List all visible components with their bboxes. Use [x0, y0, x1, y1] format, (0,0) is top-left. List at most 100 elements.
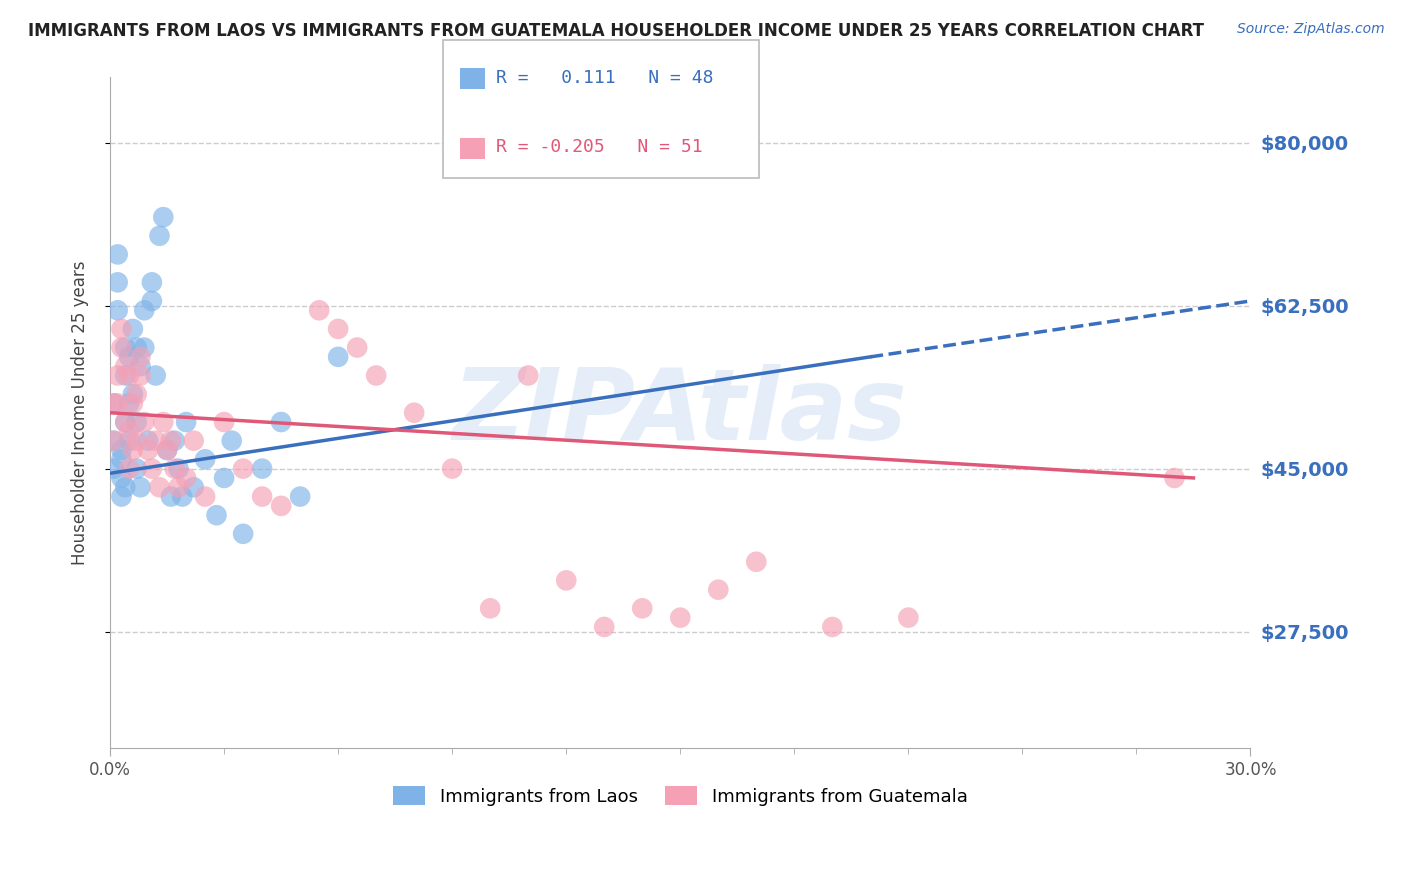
Point [118, 350, 141, 364]
Point [129, 480, 152, 494]
Point [212, 415, 235, 429]
Point [118, 461, 141, 475]
Point [118, 368, 141, 383]
Point [194, 452, 217, 467]
Point [136, 434, 159, 448]
Point [141, 276, 163, 290]
Point [125, 434, 148, 448]
Point [163, 461, 186, 475]
Point [125, 341, 148, 355]
Text: Source: ZipAtlas.com: Source: ZipAtlas.com [1237, 22, 1385, 37]
Point [366, 368, 388, 383]
Point [125, 387, 148, 401]
Point [308, 303, 330, 318]
Point [404, 406, 426, 420]
Point [118, 396, 141, 410]
Point [118, 425, 141, 439]
Point [122, 396, 145, 410]
Point [441, 461, 464, 475]
Point [328, 350, 350, 364]
Y-axis label: Householder Income Under 25 years: Householder Income Under 25 years [72, 260, 89, 565]
Point [107, 247, 129, 261]
Legend: Immigrants from Laos, Immigrants from Guatemala: Immigrants from Laos, Immigrants from Gu… [385, 779, 974, 813]
Point [114, 368, 136, 383]
Point [593, 620, 616, 634]
Point [103, 461, 125, 475]
Point [897, 610, 920, 624]
Point [136, 442, 159, 457]
Point [174, 471, 197, 485]
Point [122, 442, 145, 457]
Point [517, 368, 540, 383]
Point [134, 415, 156, 429]
Point [555, 574, 578, 588]
Point [152, 415, 174, 429]
Text: R = -0.205   N = 51: R = -0.205 N = 51 [496, 138, 703, 156]
Point [745, 555, 768, 569]
Point [270, 499, 292, 513]
Point [631, 601, 654, 615]
Point [167, 461, 190, 475]
Point [232, 461, 254, 475]
Point [141, 461, 163, 475]
Point [707, 582, 730, 597]
Point [114, 359, 136, 374]
Point [221, 434, 243, 448]
Point [141, 293, 163, 308]
Point [250, 490, 273, 504]
Point [110, 490, 132, 504]
Point [152, 210, 174, 224]
Point [103, 396, 125, 410]
Point [194, 490, 217, 504]
Point [134, 303, 156, 318]
Point [821, 620, 844, 634]
Point [148, 480, 170, 494]
Point [669, 610, 692, 624]
Point [232, 526, 254, 541]
Text: ZIPAtlas: ZIPAtlas [453, 364, 908, 461]
Point [103, 396, 125, 410]
Point [174, 415, 197, 429]
Point [145, 368, 167, 383]
Point [205, 508, 228, 523]
Point [114, 415, 136, 429]
Point [107, 276, 129, 290]
Point [107, 396, 129, 410]
Point [346, 341, 368, 355]
Point [107, 303, 129, 318]
Point [328, 322, 350, 336]
Point [172, 490, 194, 504]
Point [114, 480, 136, 494]
Point [129, 359, 152, 374]
Text: IMMIGRANTS FROM LAOS VS IMMIGRANTS FROM GUATEMALA HOUSEHOLDER INCOME UNDER 25 YE: IMMIGRANTS FROM LAOS VS IMMIGRANTS FROM … [28, 22, 1204, 40]
Point [134, 341, 156, 355]
Point [122, 322, 145, 336]
Point [103, 434, 125, 448]
Point [118, 434, 141, 448]
Point [103, 434, 125, 448]
Point [125, 461, 148, 475]
Point [114, 341, 136, 355]
Point [160, 490, 183, 504]
Point [250, 461, 273, 475]
Point [270, 415, 292, 429]
Point [163, 434, 186, 448]
Point [479, 601, 502, 615]
Point [156, 442, 179, 457]
Point [183, 480, 205, 494]
Point [129, 350, 152, 364]
Point [156, 442, 179, 457]
Point [167, 480, 190, 494]
Point [160, 434, 183, 448]
Point [145, 434, 167, 448]
Point [288, 490, 311, 504]
Point [148, 228, 170, 243]
Point [114, 415, 136, 429]
Point [110, 471, 132, 485]
Point [125, 415, 148, 429]
Point [212, 471, 235, 485]
Point [129, 368, 152, 383]
Point [110, 452, 132, 467]
Point [110, 442, 132, 457]
Text: R =   0.111   N = 48: R = 0.111 N = 48 [496, 69, 714, 87]
